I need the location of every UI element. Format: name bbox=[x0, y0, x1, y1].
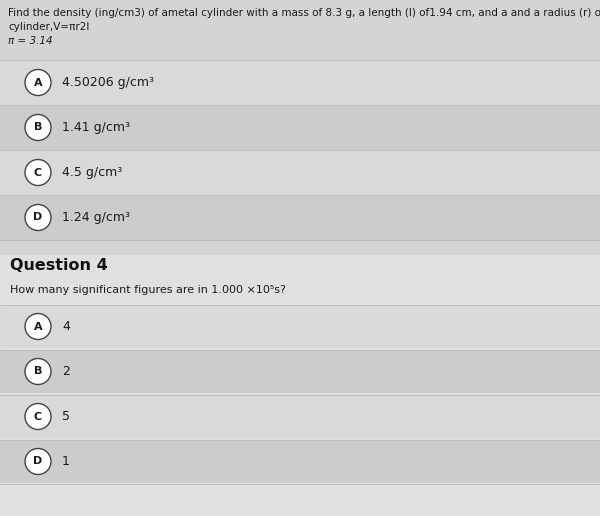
Bar bbox=[0, 440, 600, 483]
Text: 4.5 g/cm³: 4.5 g/cm³ bbox=[62, 166, 122, 179]
Circle shape bbox=[25, 115, 51, 140]
Text: 1.24 g/cm³: 1.24 g/cm³ bbox=[62, 211, 130, 224]
Text: C: C bbox=[34, 411, 42, 422]
Text: D: D bbox=[34, 213, 43, 222]
Bar bbox=[0, 395, 600, 438]
Text: B: B bbox=[34, 122, 42, 133]
Text: C: C bbox=[34, 168, 42, 178]
Text: How many significant figures are in 1.000 ×10⁵s?: How many significant figures are in 1.00… bbox=[10, 285, 286, 295]
Circle shape bbox=[25, 314, 51, 340]
Circle shape bbox=[25, 70, 51, 95]
Bar bbox=[0, 0, 600, 115]
Text: π = 3.14: π = 3.14 bbox=[8, 36, 53, 46]
Circle shape bbox=[25, 159, 51, 185]
Circle shape bbox=[25, 448, 51, 475]
Text: Find the density (ing/cm3) of ametal cylinder with a mass of 8.3 g, a length (l): Find the density (ing/cm3) of ametal cyl… bbox=[8, 8, 600, 18]
Bar bbox=[0, 60, 600, 105]
Text: 1: 1 bbox=[62, 455, 70, 468]
Circle shape bbox=[25, 404, 51, 429]
Circle shape bbox=[25, 359, 51, 384]
Text: Question 4: Question 4 bbox=[10, 258, 108, 273]
Text: 2: 2 bbox=[62, 365, 70, 378]
Bar bbox=[0, 105, 600, 150]
Bar bbox=[0, 195, 600, 240]
Bar bbox=[0, 255, 600, 516]
Circle shape bbox=[25, 204, 51, 231]
Text: A: A bbox=[34, 77, 43, 88]
Text: D: D bbox=[34, 457, 43, 466]
Text: 4: 4 bbox=[62, 320, 70, 333]
Text: 1.41 g/cm³: 1.41 g/cm³ bbox=[62, 121, 130, 134]
Text: 4.50206 g/cm³: 4.50206 g/cm³ bbox=[62, 76, 154, 89]
Text: 5: 5 bbox=[62, 410, 70, 423]
Text: B: B bbox=[34, 366, 42, 377]
Bar bbox=[0, 350, 600, 393]
Bar bbox=[0, 150, 600, 195]
Text: cylinder,V=πr2l: cylinder,V=πr2l bbox=[8, 22, 89, 32]
Bar bbox=[0, 305, 600, 348]
Text: A: A bbox=[34, 321, 43, 331]
